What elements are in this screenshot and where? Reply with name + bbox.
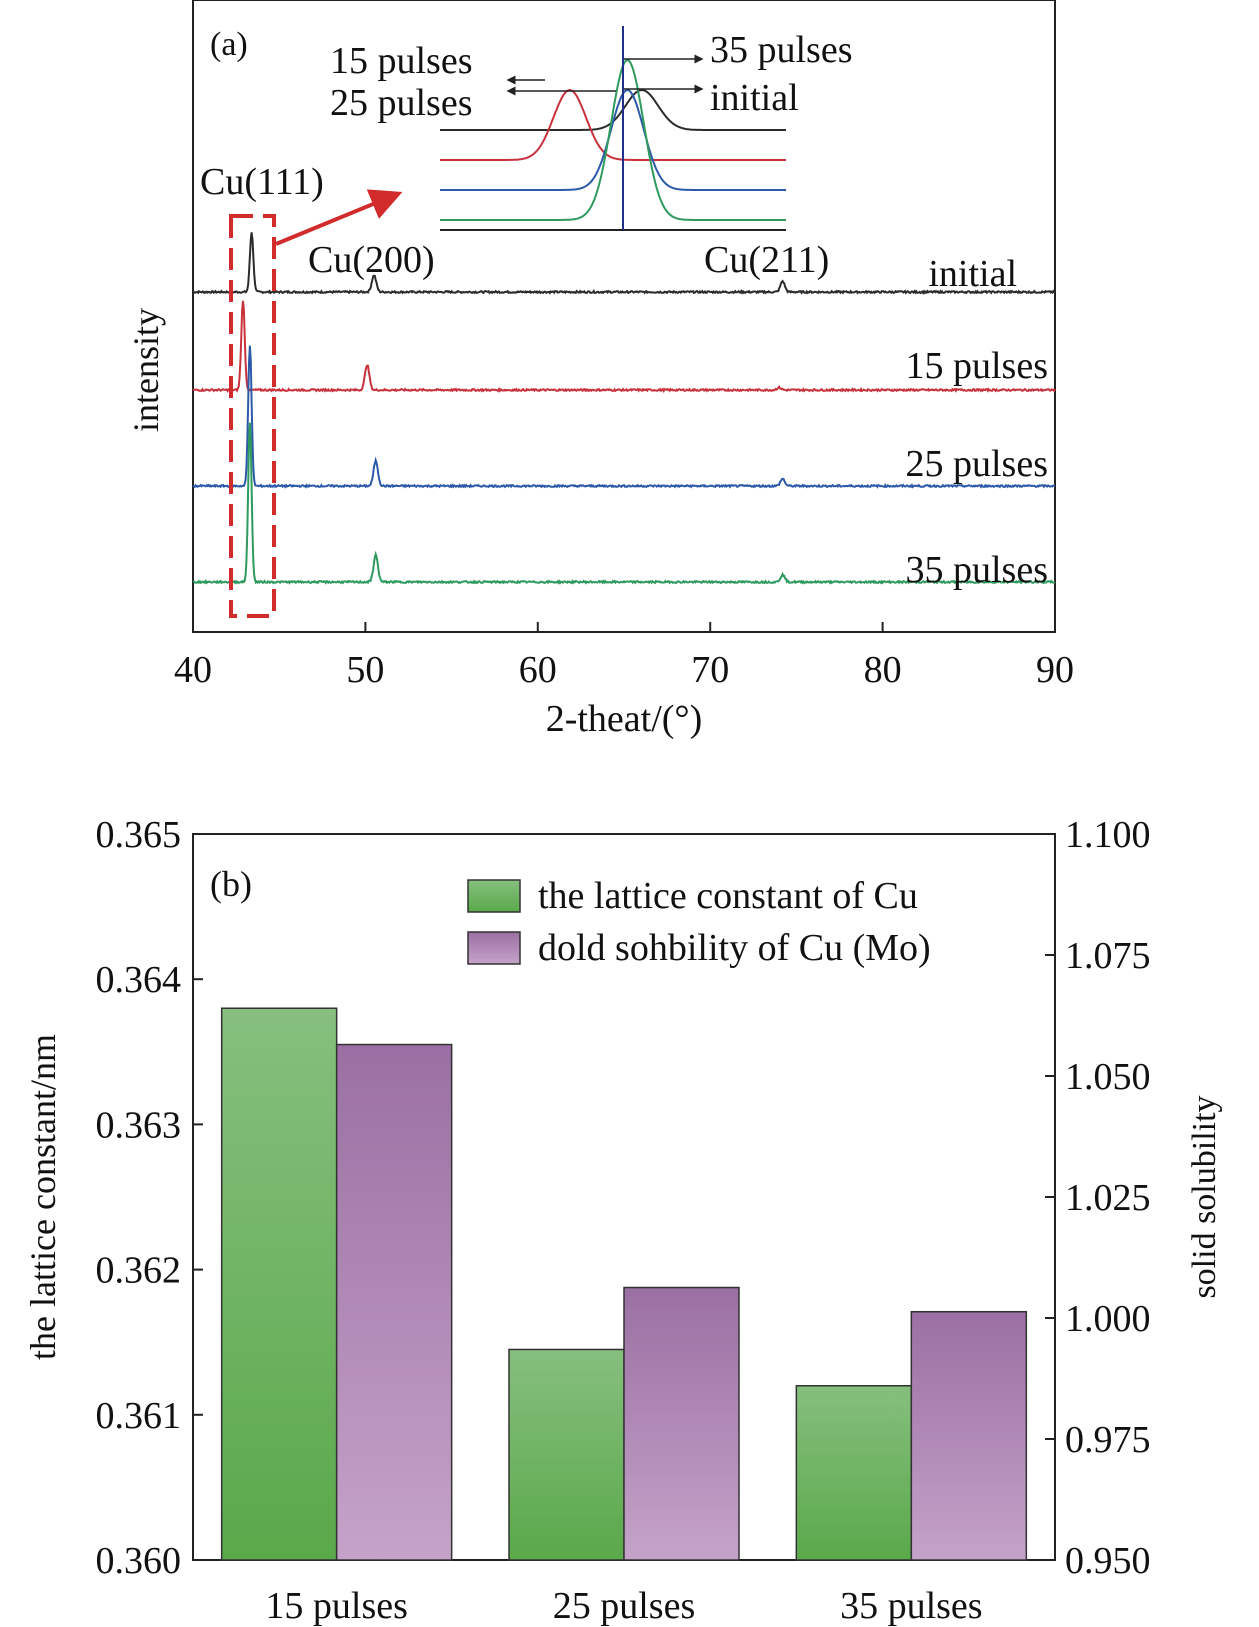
right-tick-label-2: 1.000 [1065,1298,1151,1340]
bar-35-pulses-lattice [795,1385,913,1561]
left-tick-label-2: 0.362 [96,1250,182,1292]
inset-trace-25-pulses [440,88,786,191]
trace-label-15-pulses: 15 pulses [906,345,1049,387]
x-tick-label-90: 90 [1036,649,1074,691]
panel-b-label: (b) [210,864,252,904]
trace-35-pulses [192,422,1056,585]
panel-b-bars [220,1007,1028,1561]
cu200-annotation: Cu(200) [308,239,435,281]
panel-a-label: (a) [210,26,248,63]
legend: the lattice constant of Cu dold sohbilit… [467,875,931,969]
x-tick-label-40: 40 [174,649,212,691]
panel-b-right-axis-label: solid solubility [1186,1095,1223,1298]
x-tick-label-60: 60 [519,649,557,691]
panel-b-right-axis: 0.950 0.975 1.000 1.025 1.050 1.075 1.100 [1045,814,1151,1582]
inset-trace-35-pulses [440,58,786,221]
panel-b-categories: 15 pulses 25 pulses 35 pulses [265,1585,982,1627]
cu111-annotation: Cu(111) [200,161,324,203]
trace-25-pulses [192,345,1056,489]
right-tick-label-0: 0.950 [1065,1540,1151,1582]
category-label-25-pulses: 25 pulses [553,1585,696,1627]
trace-label-25-pulses: 25 pulses [906,443,1049,485]
cu111-highlight-box [229,214,276,618]
left-tick-label-5: 0.365 [96,814,182,856]
category-label-15-pulses: 15 pulses [265,1585,408,1627]
left-tick-label-3: 0.363 [96,1104,182,1146]
x-tick-label-70: 70 [691,649,729,691]
panel-a: 40 50 60 70 80 90 (a) Cu(111) Cu(200) Cu(211)… [126,0,1074,740]
panel-a-x-ticks: 40 50 60 70 80 90 [174,622,1074,691]
trace-label-initial: initial [928,253,1017,295]
trace-15-pulses [192,300,1056,394]
zoom-arrow [275,189,403,246]
right-tick-label-5: 1.075 [1065,935,1151,977]
legend-label-solubility: dold sohbility of Cu (Mo) [538,927,931,969]
inset-label-25-pulses: 25 pulses [330,82,473,124]
bar-15-pulses-solubility [335,1043,453,1561]
trace-label-35-pulses: 35 pulses [906,549,1049,591]
legend-swatch-lattice [467,879,521,913]
inset-label-initial: initial [710,77,799,119]
right-tick-label-1: 0.975 [1065,1419,1151,1461]
panel-a-frame [192,0,1056,633]
panel-b-left-axis: 0.360 0.361 0.362 0.363 0.364 0.365 [96,814,203,1582]
left-tick-label-0: 0.360 [96,1540,182,1582]
panel-a-x-axis-label: 2-theat/(°) [546,698,703,740]
right-tick-label-4: 1.050 [1065,1056,1151,1098]
panel-b-left-axis-label: the lattice constant/nm [23,1034,63,1360]
x-tick-label-50: 50 [346,649,384,691]
legend-swatch-solubility [467,931,521,965]
left-tick-label-1: 0.361 [96,1395,182,1437]
cu211-annotation: Cu(211) [704,239,829,281]
inset-zoom: 15 pulses 25 pulses 35 pulses initial [330,26,853,231]
panel-b: 0.360 0.361 0.362 0.363 0.364 0.365 0.950 0.97… [23,814,1223,1627]
inset-traces [440,58,786,221]
inset-label-15-pulses: 15 pulses [330,40,473,82]
left-tick-label-4: 0.364 [96,959,182,1001]
category-label-35-pulses: 35 pulses [840,1585,983,1627]
legend-label-lattice: the lattice constant of Cu [538,875,918,917]
panel-a-traces [192,232,1056,585]
right-tick-label-6: 1.100 [1065,814,1151,856]
x-tick-label-80: 80 [864,649,902,691]
inset-trace-15-pulses [440,88,786,161]
inset-label-35-pulses: 35 pulses [710,29,853,71]
bar-25-pulses-solubility [623,1286,740,1561]
right-tick-label-3: 1.025 [1065,1177,1151,1219]
bar-15-pulses-lattice [220,1007,338,1561]
trace-initial [192,232,1056,295]
panel-a-y-axis-label: intensity [126,308,166,432]
bar-35-pulses-solubility [910,1310,1028,1561]
bar-25-pulses-lattice [508,1348,625,1561]
